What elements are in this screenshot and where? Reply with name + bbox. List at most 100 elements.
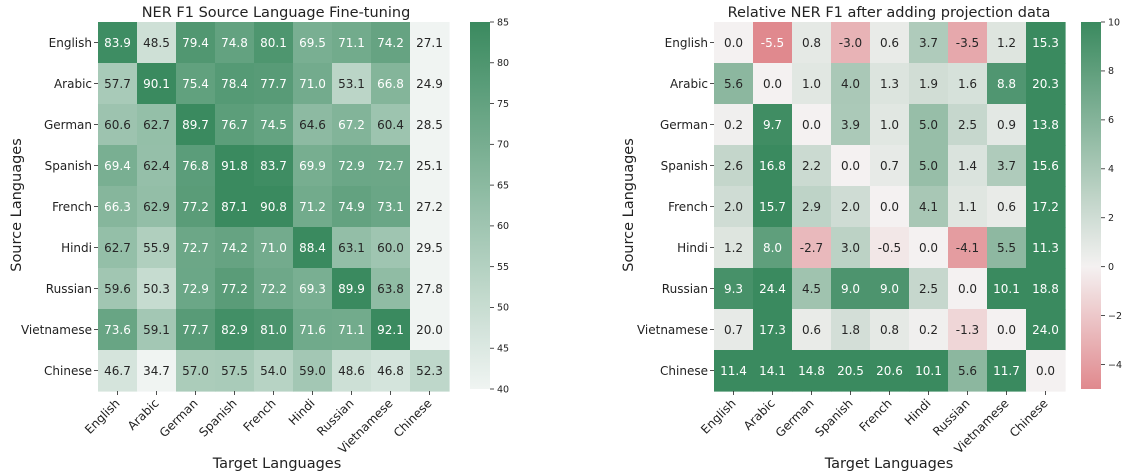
cell-value-label: 55.9 — [143, 241, 170, 255]
cell-value-label: 62.4 — [143, 159, 170, 173]
y-tick-label: Vietnamese — [637, 323, 708, 337]
cell-value-label: 63.8 — [377, 282, 404, 296]
cell-value-label: 77.2 — [182, 200, 209, 214]
heatmap-cell — [176, 227, 216, 269]
y-tick-label: Russian — [46, 282, 92, 296]
cell-value-label: 0.0 — [841, 159, 860, 173]
cell-value-label: 29.5 — [416, 241, 443, 255]
x-tick-label: Spanish — [812, 396, 855, 439]
cell-value-label: 0.7 — [724, 323, 743, 337]
heatmap-cell — [98, 104, 138, 146]
cell-value-label: 75.4 — [182, 77, 209, 91]
y-tick-label: Spanish — [45, 159, 92, 173]
heatmap-cell — [831, 268, 871, 310]
cell-value-label: 77.2 — [221, 282, 248, 296]
heatmap-cell — [176, 63, 216, 105]
cell-value-label: 90.1 — [143, 77, 170, 91]
heatmap-cell — [254, 186, 294, 228]
heatmap-cell — [254, 227, 294, 269]
y-axis-title: Source Languages — [621, 138, 637, 272]
colorbar-tick-label: 55 — [497, 262, 509, 273]
cell-value-label: 1.9 — [919, 77, 938, 91]
colorbar-gradient — [1081, 22, 1101, 389]
cell-value-label: 60.4 — [377, 118, 404, 132]
cell-value-label: 1.4 — [958, 159, 977, 173]
heatmap-cell — [254, 63, 294, 105]
cell-value-label: 2.9 — [802, 200, 821, 214]
cell-value-label: 53.1 — [338, 77, 365, 91]
colorbar-tick-label: 85 — [497, 17, 509, 28]
cell-value-label: 60.0 — [377, 241, 404, 255]
cell-value-label: 87.1 — [221, 200, 248, 214]
cell-value-label: 77.7 — [182, 323, 209, 337]
heatmap-cell — [215, 145, 255, 187]
cell-value-label: 16.8 — [759, 159, 786, 173]
heatmap-cell — [137, 350, 177, 392]
x-tick-label: Chinese — [1007, 396, 1051, 440]
heatmap-cell — [332, 350, 372, 392]
y-tick-label: English — [665, 36, 708, 50]
cell-value-label: -0.5 — [878, 241, 901, 255]
heatmap-cell — [98, 63, 138, 105]
cell-value-label: 59.0 — [299, 364, 326, 378]
cell-value-label: 13.8 — [1032, 118, 1059, 132]
heatmap-cells: 0.0 -5.5 0.8 -3.0 0.6 3.7 -3.5 1.2 15.3 5.6 0.0 1.0… — [714, 22, 1066, 392]
heatmap-cell — [792, 268, 832, 310]
heatmap-cell — [332, 227, 372, 269]
heatmap-cell — [1026, 268, 1066, 310]
colorbar-tick-label: 50 — [497, 303, 509, 314]
heatmap-cell — [831, 63, 871, 105]
heatmap-cell — [831, 186, 871, 228]
heatmap-cell — [1026, 145, 1066, 187]
cell-value-label: 2.0 — [724, 200, 743, 214]
heatmap-cell — [371, 268, 411, 310]
cell-value-label: 71.6 — [299, 323, 326, 337]
heatmap-cell — [254, 145, 294, 187]
cell-value-label: 0.6 — [802, 323, 821, 337]
heatmap-cell — [870, 63, 910, 105]
heatmap-cell — [909, 350, 949, 392]
cell-value-label: 20.6 — [876, 364, 903, 378]
cell-value-label: 91.8 — [221, 159, 248, 173]
cell-value-label: 78.4 — [221, 77, 248, 91]
heatmap-cell — [870, 227, 910, 269]
heatmap-cell — [831, 350, 871, 392]
heatmap-cell — [332, 268, 372, 310]
heatmap-cell — [371, 186, 411, 228]
heatmap-cell — [1026, 350, 1066, 392]
heatmap-cell — [293, 145, 333, 187]
heatmap-cell — [870, 350, 910, 392]
heatmap-cell — [332, 104, 372, 146]
x-tick-label: English — [82, 396, 123, 437]
cell-value-label: 1.6 — [958, 77, 977, 91]
cell-value-label: 71.0 — [299, 77, 326, 91]
heatmap-cell — [332, 22, 372, 64]
heatmap-cell — [410, 268, 450, 310]
cell-value-label: 52.3 — [416, 364, 443, 378]
heatmap-cell — [371, 309, 411, 351]
heatmap-cell — [792, 309, 832, 351]
cell-value-label: 72.7 — [377, 159, 404, 173]
cell-value-label: 76.8 — [182, 159, 209, 173]
x-axis-title: Target Languages — [824, 456, 954, 472]
heatmap-cell — [332, 63, 372, 105]
cell-value-label: 0.0 — [880, 200, 899, 214]
heatmap-cell — [987, 186, 1027, 228]
cell-value-label: 15.7 — [759, 200, 786, 214]
y-tick-label: Arabic — [54, 77, 92, 91]
heatmap-panel-relative: Relative NER F1 after adding projection … — [621, 5, 1122, 472]
heatmap-cell — [831, 104, 871, 146]
heatmap-cell — [714, 350, 754, 392]
heatmap-cell — [1026, 104, 1066, 146]
heatmap-cell — [137, 145, 177, 187]
heatmap-cell — [714, 309, 754, 351]
colorbar-tick-label: 75 — [497, 99, 509, 110]
heatmap-cell — [215, 350, 255, 392]
cell-value-label: -5.5 — [761, 36, 784, 50]
x-axis-title: Target Languages — [212, 456, 342, 472]
colorbar-tick-label: 65 — [497, 180, 509, 191]
heatmap-cell — [909, 227, 949, 269]
cell-value-label: 1.3 — [880, 77, 899, 91]
cell-value-label: 4.1 — [919, 200, 938, 214]
heatmap-cell — [98, 350, 138, 392]
